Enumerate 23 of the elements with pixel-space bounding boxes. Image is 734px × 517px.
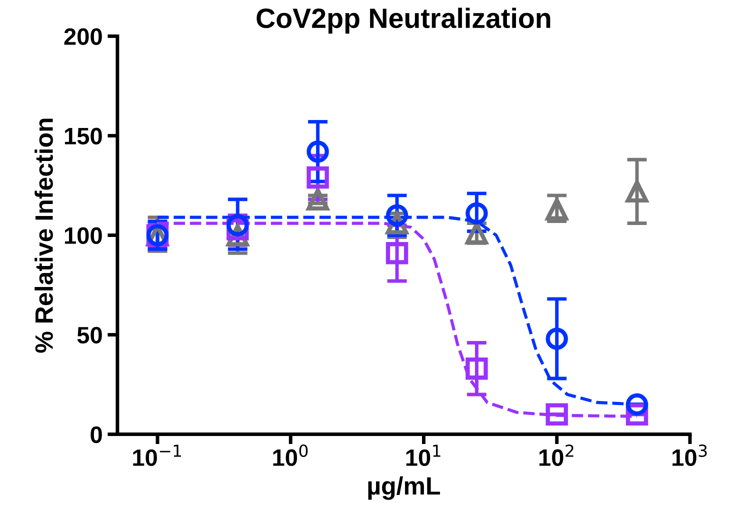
y-tick-label: 0 (90, 426, 102, 444)
point (466, 202, 488, 224)
point (626, 393, 648, 416)
y-tick-label: 50 (77, 326, 102, 344)
point (546, 328, 568, 350)
chart-title: CoV2pp Neutralization (256, 8, 550, 34)
point (306, 166, 329, 189)
x-tick-label: 10$^{−1}$ (133, 444, 181, 466)
y-tick-label: 100 (64, 227, 102, 244)
point (546, 403, 568, 426)
x-axis-title: µg/mL (368, 476, 440, 500)
y-tick-label: 200 (64, 28, 102, 45)
y-tick-label: 150 (64, 128, 102, 144)
point (466, 357, 488, 380)
y-axis-title: % Relative Infection (34, 118, 53, 353)
x-tick-label: 10$^{2}$ (539, 444, 574, 466)
point (306, 140, 329, 163)
point (226, 214, 249, 236)
x-tick-label: 10$^{3}$ (672, 444, 707, 466)
x-tick-label: 10$^{0}$ (273, 444, 308, 466)
x-tick-label: 10$^{1}$ (406, 444, 440, 466)
point (386, 242, 408, 264)
point (386, 204, 408, 226)
